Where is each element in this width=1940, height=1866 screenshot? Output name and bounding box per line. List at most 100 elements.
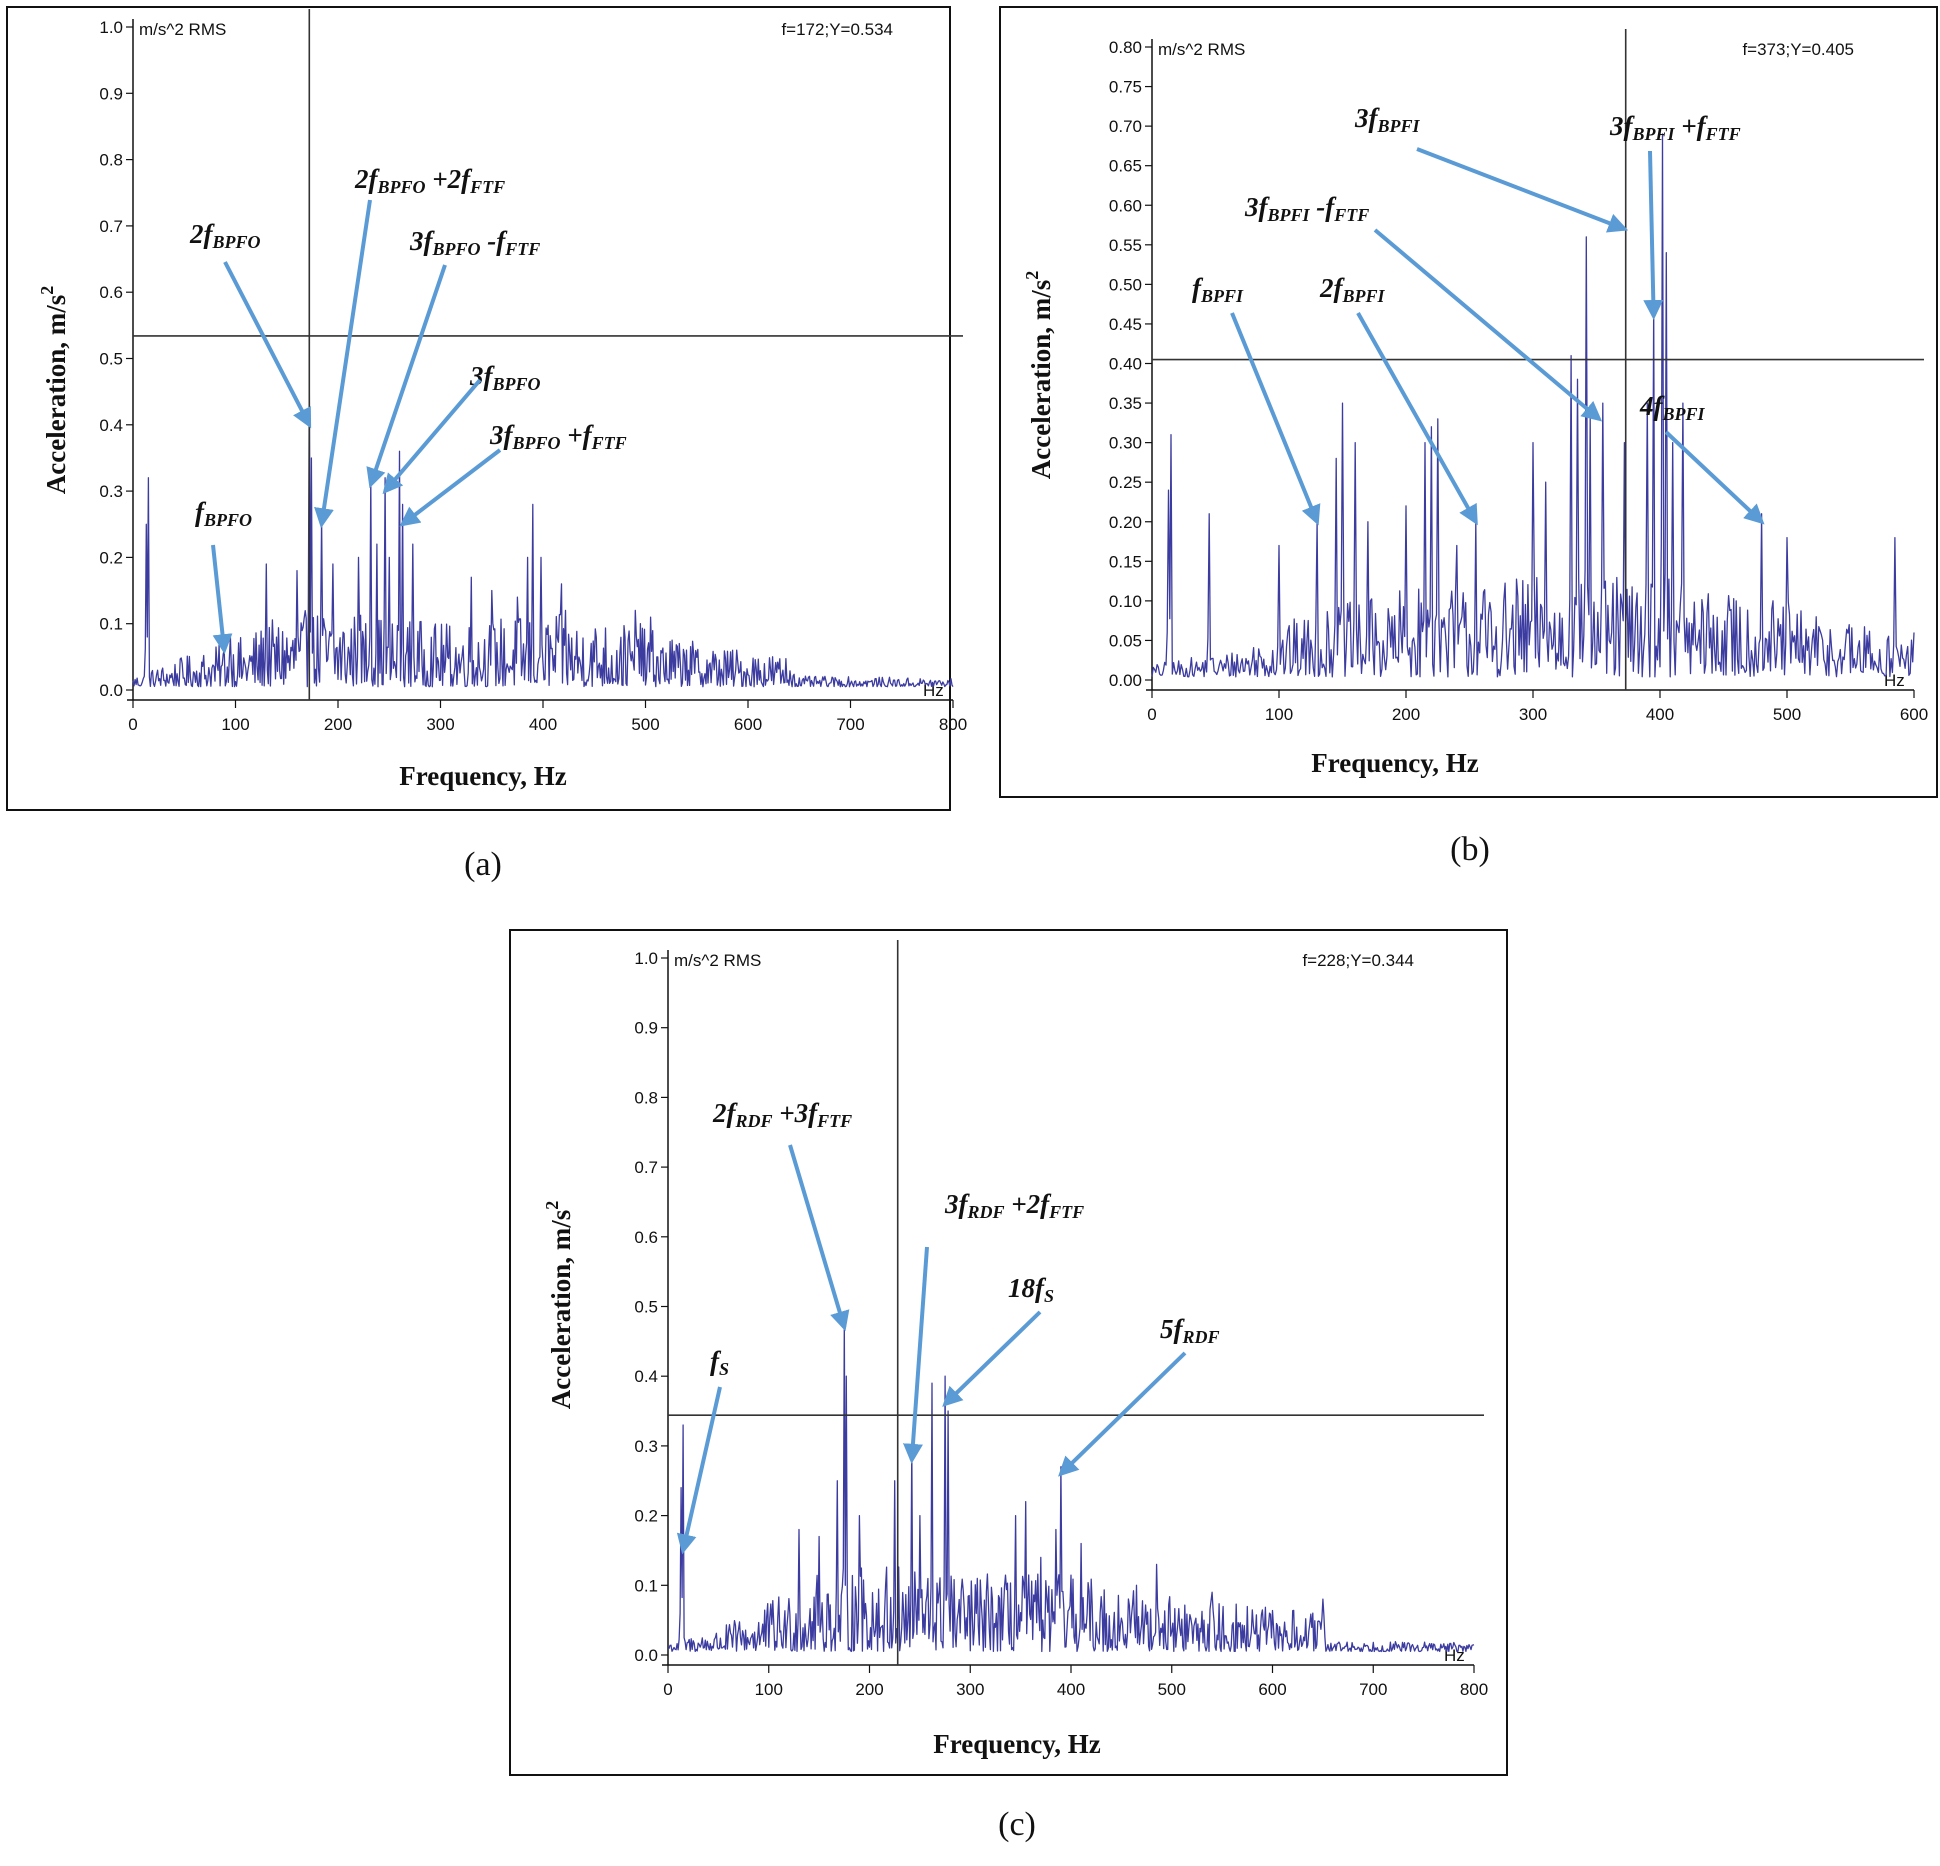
annotation-subscript: FTF (816, 1111, 852, 1131)
y-tick-label: 0.1 (99, 615, 123, 634)
x-tick-label: 100 (221, 715, 249, 734)
peak-annotation: 2fBPFI (1319, 273, 1386, 306)
cursor-readout: f=373;Y=0.405 (1742, 40, 1854, 59)
annotation-subscript: S (1044, 1286, 1054, 1306)
annotation-subscript: BPFO (203, 510, 252, 530)
y-axis-title-main: Acceleration, m/s (546, 1210, 576, 1409)
annotation-text: +f (561, 420, 595, 450)
y-axis-title-superscript: 2 (542, 1201, 562, 1210)
annotation-subscript: BPFO (492, 374, 541, 394)
chart-panel-a: 0.0 0.1 0.2 0.3 0.4 0.5 0.6 0.7 0.8 0.9 1.0 0 100 200… (6, 6, 967, 883)
y-tick-label: 0.60 (1109, 196, 1142, 215)
annotation-subscript: BPFI (1632, 124, 1676, 144)
x-tick-label: 700 (836, 715, 864, 734)
x-tick-label: 600 (1258, 1680, 1286, 1699)
cursor-readout: f=228;Y=0.344 (1302, 951, 1414, 970)
y-tick-label: 0.15 (1109, 552, 1142, 571)
x-tick-label: 300 (956, 1680, 984, 1699)
y-tick-label: 0.9 (99, 84, 123, 103)
x-tick-label: 100 (755, 1680, 783, 1699)
chart-panel-b: 0.00 0.05 0.10 0.15 0.20 0.25 0.30 0.35 0.40 0.45… (999, 6, 1938, 868)
panel-caption: (a) (464, 846, 502, 883)
x-tick-label: 0 (128, 715, 137, 734)
annotation-arrow (366, 264, 447, 489)
chart-panel-c: 0.0 0.1 0.2 0.3 0.4 0.5 0.6 0.7 0.8 0.9 1.0 0 100 200… (509, 929, 1508, 1843)
annotation-text: -f (481, 226, 509, 256)
annotation-subscript: BPFO (512, 433, 561, 453)
annotation-arrow (788, 1144, 850, 1332)
y-tick-label: 0.6 (99, 283, 123, 302)
y-axis-title-superscript: 2 (1022, 271, 1042, 280)
peak-annotation: 3fBPFI +fFTF (1609, 111, 1741, 144)
annotation-text: 2f (712, 1098, 739, 1128)
x-tick-label: 0 (1147, 705, 1156, 724)
peak-annotation: 3fBPFO +fFTF (489, 420, 627, 453)
peak-annotation: 4fBPFI (1639, 391, 1706, 424)
peak-annotation: 3fBPFI -fFTF (1244, 192, 1369, 225)
x-tick-label: 800 (939, 715, 967, 734)
peak-annotation: 18fS (1008, 1273, 1054, 1306)
unit-label: m/s^2 RMS (139, 20, 226, 39)
y-axis-title-superscript: 2 (37, 286, 57, 295)
y-tick-label: 0.50 (1109, 275, 1142, 294)
annotation-subscript: BPFO (212, 232, 261, 252)
annotation-arrow (1664, 430, 1765, 525)
annotation-text: -f (1310, 192, 1338, 222)
annotation-arrow (223, 261, 312, 429)
y-tick-label: 0.4 (99, 416, 123, 435)
x-tick-label: 500 (1773, 705, 1801, 724)
y-tick-label: 0.20 (1109, 513, 1142, 532)
peak-annotation: 2fRDF +3fFTF (712, 1098, 852, 1131)
y-tick-label: 0.10 (1109, 592, 1142, 611)
y-tick-label: 0.80 (1109, 38, 1142, 57)
annotation-text: 18f (1008, 1273, 1047, 1303)
annotation-arrow (1416, 147, 1629, 233)
y-tick-label: 0.30 (1109, 434, 1142, 453)
cursor-readout: f=172;Y=0.534 (781, 20, 893, 39)
y-tick-label: 0.45 (1109, 315, 1142, 334)
y-tick-label: 0.4 (634, 1367, 658, 1386)
y-tick-label: 0.1 (634, 1576, 658, 1595)
annotation-text: 3f (1244, 192, 1271, 222)
annotation-subscript: BPFI (1377, 116, 1421, 136)
annotation-subscript: FTF (504, 239, 540, 259)
x-tick-label: 700 (1359, 1680, 1387, 1699)
y-axis-title: Acceleration, m/s2 (37, 286, 71, 494)
annotation-subscript: BPFO (432, 239, 481, 259)
annotation-subscript: S (719, 1359, 729, 1379)
annotation-arrow (314, 199, 372, 529)
x-tick-label: 400 (1646, 705, 1674, 724)
annotation-subscript: FTF (1048, 1202, 1084, 1222)
annotation-text: 5f (1160, 1314, 1186, 1344)
annotation-arrow (1356, 312, 1478, 526)
x-tick-label: 400 (1057, 1680, 1085, 1699)
annotation-arrow (942, 1310, 1042, 1407)
y-tick-label: 0.2 (99, 548, 123, 567)
annotation-arrow (1058, 1351, 1187, 1477)
annotation-arrow (211, 544, 233, 655)
y-tick-label: 0.40 (1109, 355, 1142, 374)
panel-caption: (b) (1450, 831, 1490, 868)
x-axis-title: Frequency, Hz (933, 1729, 1101, 1759)
spectrum-line (132, 377, 954, 688)
annotation-arrow (1230, 312, 1321, 526)
x-tick-label: 400 (529, 715, 557, 734)
y-tick-label: 0.3 (99, 482, 123, 501)
y-axis-title-main: Acceleration, m/s (1026, 280, 1056, 479)
x-tick-label: 200 (1392, 705, 1420, 724)
y-tick-label: 0.7 (99, 217, 123, 236)
annotation-subscript: FTF (1705, 124, 1741, 144)
y-tick-label: 0.6 (634, 1228, 658, 1247)
peak-annotation: 2fBPFO +2fFTF (354, 164, 505, 197)
x-tick-label: 300 (426, 715, 454, 734)
y-tick-label: 0.8 (99, 151, 123, 170)
annotation-arrow (382, 378, 482, 495)
annotation-text: 4f (1639, 391, 1666, 421)
annotation-text: 3f (409, 226, 436, 256)
y-tick-label: 0.0 (634, 1646, 658, 1665)
spectrum-line (667, 1319, 1475, 1653)
x-tick-label: 300 (1519, 705, 1547, 724)
annotation-subscript: BPFO (377, 177, 426, 197)
annotation-text: 3f (489, 420, 516, 450)
